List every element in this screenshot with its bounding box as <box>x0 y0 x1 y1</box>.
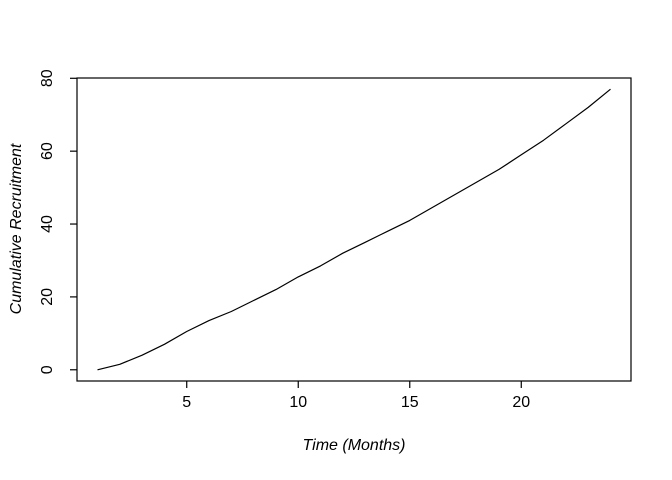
x-tick-label: 10 <box>289 394 307 411</box>
x-axis-ticks: 5 10 15 20 <box>182 381 530 411</box>
x-tick-label: 20 <box>512 394 530 411</box>
x-tick-label: 15 <box>401 394 419 411</box>
y-axis-label: Cumulative Recruitment <box>8 143 25 314</box>
y-tick-label: 20 <box>39 288 56 306</box>
plot-area <box>77 78 631 381</box>
y-tick-label: 80 <box>39 69 56 87</box>
recruitment-data-line <box>97 88 611 371</box>
x-tick-label: 5 <box>182 394 191 411</box>
y-tick-label: 0 <box>39 365 56 374</box>
y-tick-label: 60 <box>39 142 56 160</box>
y-axis-ticks: 0 20 40 60 80 <box>39 69 77 374</box>
x-axis-label: Time (Months) <box>303 437 406 454</box>
y-tick-label: 40 <box>39 215 56 233</box>
plot-border-box <box>76 77 632 382</box>
